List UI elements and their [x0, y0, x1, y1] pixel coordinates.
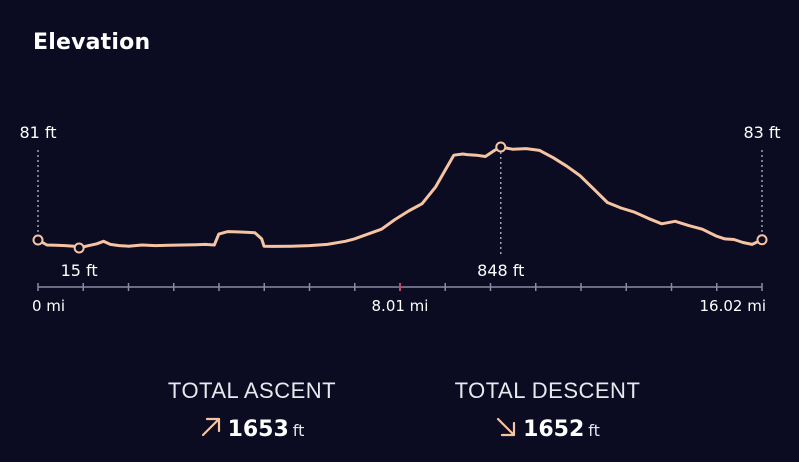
elevation-marker — [756, 234, 768, 246]
elevation-markers — [32, 141, 768, 254]
marker-guides — [37, 147, 763, 256]
total-ascent: TOTAL ASCENT 1653 ft — [152, 378, 352, 442]
elevation-stats: TOTAL ASCENT 1653 ft TOTAL DESCENT 1652 ft — [0, 378, 799, 462]
elevation-line — [36, 145, 764, 250]
elevation-marker-label: 15 ft — [61, 261, 98, 280]
total-descent: TOTAL DESCENT 1652 ft — [440, 378, 655, 442]
elevation-marker-label: 81 ft — [19, 123, 56, 142]
elevation-marker — [495, 141, 507, 153]
elevation-marker — [32, 234, 44, 246]
total-descent-value: 1652 — [523, 417, 585, 442]
total-ascent-value: 1653 — [227, 417, 289, 442]
x-tick-label: 0 mi — [32, 297, 65, 315]
total-descent-unit: ft — [588, 421, 600, 440]
elevation-chart[interactable]: 0 mi 8.01 mi 16.02 mi 81 ft 15 ft 848 ft 83 f… — [0, 0, 799, 360]
elevation-marker — [73, 242, 85, 254]
x-tick-label: 8.01 mi — [372, 297, 429, 315]
total-ascent-value-row: 1653 ft — [152, 416, 352, 442]
total-ascent-unit: ft — [292, 421, 305, 440]
x-axis: 0 mi 8.01 mi 16.02 mi — [32, 283, 766, 315]
total-ascent-label: TOTAL ASCENT — [167, 378, 337, 403]
x-tick-label: 16.02 mi — [700, 297, 767, 315]
elevation-marker-label: 848 ft — [477, 261, 524, 280]
chart-labels: 81 ft 15 ft 848 ft 83 ft — [19, 123, 780, 280]
chart-title: Elevation — [33, 30, 151, 55]
arrow-down-right-icon — [496, 417, 516, 437]
total-descent-value-row: 1652 ft — [440, 416, 655, 442]
elevation-marker-label: 83 ft — [743, 123, 780, 142]
arrow-up-right-icon — [201, 417, 220, 437]
total-descent-label: TOTAL DESCENT — [454, 378, 641, 403]
